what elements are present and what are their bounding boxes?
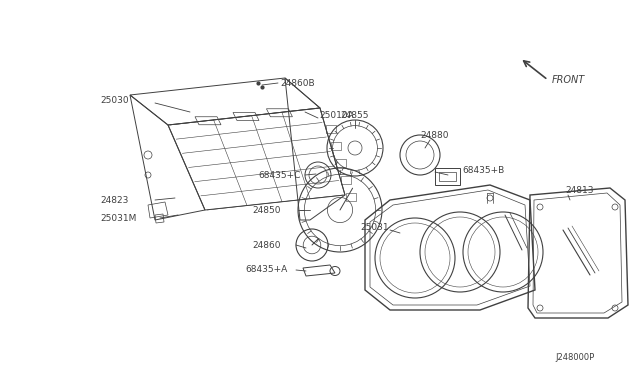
Text: 25031: 25031 bbox=[360, 222, 388, 231]
Text: J248000P: J248000P bbox=[555, 353, 595, 362]
Text: FRONT: FRONT bbox=[552, 75, 585, 85]
Text: 68435+A: 68435+A bbox=[245, 266, 287, 275]
Text: 24880: 24880 bbox=[420, 131, 449, 140]
Text: 24850: 24850 bbox=[252, 205, 280, 215]
Text: 24860B: 24860B bbox=[280, 78, 315, 87]
Text: 24823: 24823 bbox=[100, 196, 129, 205]
Text: 25010A: 25010A bbox=[319, 110, 354, 119]
Text: 24813: 24813 bbox=[565, 186, 593, 195]
Text: 24860: 24860 bbox=[252, 241, 280, 250]
Text: 25031M: 25031M bbox=[100, 214, 136, 222]
Text: 68435+B: 68435+B bbox=[462, 166, 504, 174]
Text: 25030: 25030 bbox=[100, 96, 129, 105]
Text: 24855: 24855 bbox=[340, 110, 369, 119]
Text: 68435+C: 68435+C bbox=[258, 170, 300, 180]
